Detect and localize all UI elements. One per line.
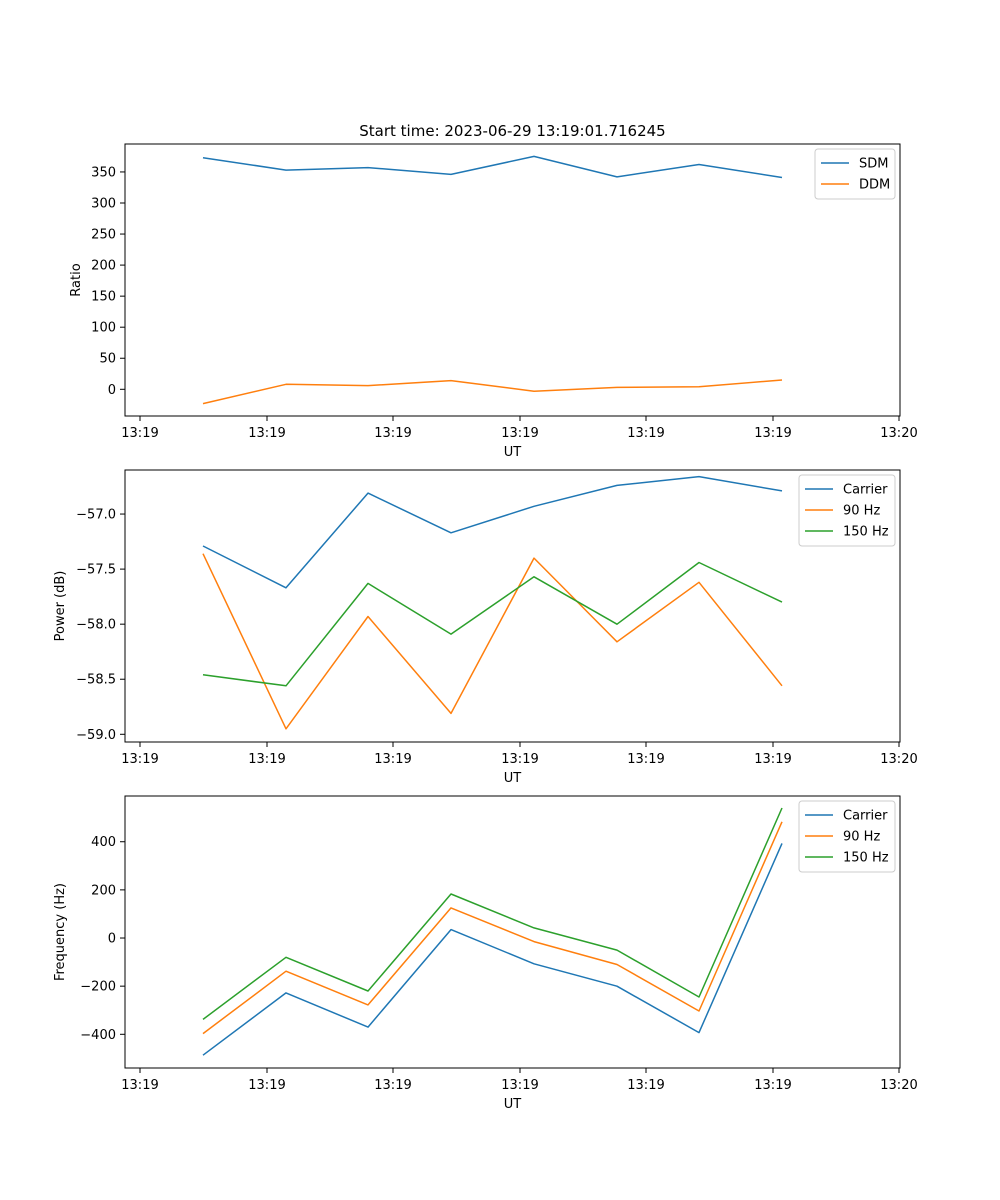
series-line-carrier — [202, 475, 783, 589]
x-tick-label: 13:19 — [754, 1078, 791, 1093]
legend-label: 150 Hz — [843, 525, 889, 540]
series-line-ddm — [202, 379, 783, 405]
x-tick-label: 13:19 — [501, 426, 538, 441]
legend: Carrier 90 Hz 150 Hz — [798, 800, 896, 873]
y-tick-label: 400 — [91, 835, 116, 850]
chart-panel-1: Start time: 2023-06-29 13:19:01.716245 13… — [69, 122, 918, 460]
x-tick-label: 13:20 — [880, 752, 917, 767]
legend-box — [798, 474, 896, 547]
plot-frame — [124, 469, 901, 743]
x-axis-label: UT — [504, 771, 522, 786]
chart-panel-2: 13:19 13:19 13:19 13:19 13:19 13:19 13:20 UT −59… — [53, 469, 918, 786]
y-tick-label: −200 — [80, 980, 116, 995]
series-line-sdm — [202, 155, 783, 179]
x-tick-label: 13:19 — [754, 426, 791, 441]
y-tick-label: 150 — [91, 290, 116, 305]
y-tick-label: −57.0 — [76, 508, 116, 523]
chart-panel-3: 13:19 13:19 13:19 13:19 13:19 13:19 13:20 UT −40… — [53, 795, 918, 1112]
y-axis-label: Power (dB) — [53, 571, 68, 642]
y-tick-label: 0 — [108, 383, 116, 398]
series-line-90-hz — [202, 553, 783, 730]
y-tick-label: −400 — [80, 1028, 116, 1043]
y-tick-label: 350 — [91, 165, 116, 180]
x-tick-label: 13:19 — [121, 426, 158, 441]
x-tick-label: 13:19 — [374, 752, 411, 767]
legend-box — [814, 148, 896, 200]
series-line-150-hz — [202, 807, 783, 1021]
plot-frame — [124, 795, 901, 1069]
x-tick-label: 13:19 — [248, 426, 285, 441]
y-tick-label: −59.0 — [76, 728, 116, 743]
x-tick-label: 13:19 — [501, 1078, 538, 1093]
y-tick-label: −58.0 — [76, 618, 116, 633]
y-axis-label: Ratio — [69, 263, 84, 296]
y-tick-label: 300 — [91, 196, 116, 211]
x-tick-label: 13:19 — [754, 752, 791, 767]
y-tick-label: 100 — [91, 321, 116, 336]
x-tick-label: 13:19 — [627, 1078, 664, 1093]
chart-title: Start time: 2023-06-29 13:19:01.716245 — [359, 122, 665, 140]
x-tick-label: 13:19 — [121, 1078, 158, 1093]
legend-box — [798, 800, 896, 873]
legend: Carrier 90 Hz 150 Hz — [798, 474, 896, 547]
series-line-90-hz — [202, 821, 783, 1035]
legend: SDM DDM — [814, 148, 896, 200]
y-tick-label: 200 — [91, 259, 116, 274]
y-tick-label: 50 — [99, 352, 116, 367]
x-tick-label: 13:19 — [627, 752, 664, 767]
x-tick-label: 13:19 — [501, 752, 538, 767]
x-tick-label: 13:20 — [880, 426, 917, 441]
legend-label: 90 Hz — [843, 830, 880, 845]
x-tick-label: 13:19 — [374, 1078, 411, 1093]
x-axis-label: UT — [504, 445, 522, 460]
legend-label: Carrier — [843, 809, 888, 824]
x-tick-label: 13:19 — [374, 426, 411, 441]
x-tick-label: 13:20 — [880, 1078, 917, 1093]
y-tick-label: −57.5 — [76, 563, 116, 578]
x-tick-label: 13:19 — [121, 752, 158, 767]
y-tick-label: −58.5 — [76, 673, 116, 688]
x-axis-label: UT — [504, 1097, 522, 1112]
x-tick-label: 13:19 — [248, 752, 285, 767]
y-tick-label: 250 — [91, 228, 116, 243]
legend-label: DDM — [859, 178, 890, 193]
x-tick-label: 13:19 — [627, 426, 664, 441]
series-line-carrier — [202, 843, 783, 1056]
series-line-150-hz — [202, 561, 783, 687]
legend-label: 150 Hz — [843, 851, 889, 866]
y-tick-label: 0 — [108, 932, 116, 947]
y-axis-label: Frequency (Hz) — [53, 883, 68, 981]
plot-frame — [124, 143, 901, 417]
y-tick-label: 200 — [91, 883, 116, 898]
legend-label: 90 Hz — [843, 504, 880, 519]
x-tick-label: 13:19 — [248, 1078, 285, 1093]
legend-label: SDM — [859, 157, 888, 172]
legend-label: Carrier — [843, 483, 888, 498]
